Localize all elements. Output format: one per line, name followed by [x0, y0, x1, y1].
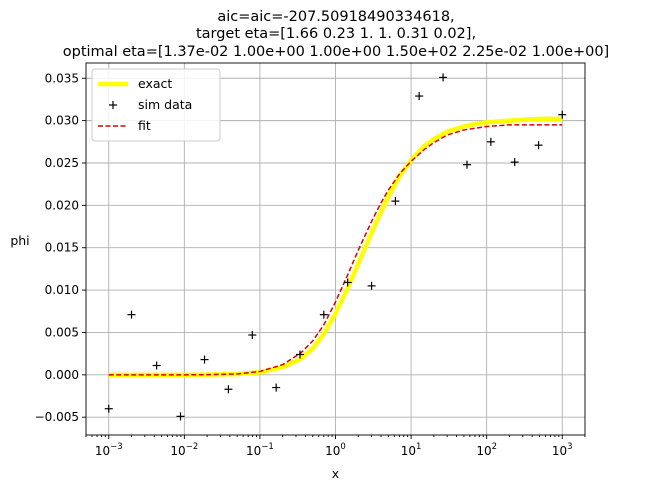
x-tick-label: 101 — [401, 442, 422, 458]
y-tick-label: −0.005 — [35, 410, 79, 424]
sim-data-point — [439, 73, 448, 82]
title-line-1: aic=aic=-207.50918490334618, — [217, 9, 454, 25]
sim-data-point — [415, 92, 424, 101]
sim-data-point — [224, 385, 233, 394]
sim-data-point — [486, 137, 495, 146]
title-line-3: optimal eta=[1.37e-02 1.00e+00 1.00e+00 … — [63, 44, 609, 60]
sim-data-point — [176, 412, 185, 421]
x-tick-label: 10−1 — [246, 442, 274, 458]
sim-data-point — [558, 110, 567, 119]
legend: exact sim data fit — [91, 68, 221, 142]
x-tick-label: 100 — [325, 442, 346, 458]
legend-sim-data-swatch — [109, 101, 117, 109]
sim-data-point — [462, 160, 471, 169]
sim-data-point — [200, 355, 209, 364]
sim-data-point — [272, 383, 281, 392]
x-tick-label: 103 — [552, 442, 573, 458]
sim-data-point — [343, 278, 352, 287]
sim-data-point — [295, 350, 304, 359]
sim-data-point — [127, 310, 136, 319]
y-tick-label: 0.020 — [45, 198, 79, 212]
x-tick-label: 10−3 — [95, 442, 123, 458]
sim-data-point — [534, 141, 543, 150]
grid-lines — [86, 63, 585, 435]
sim-data-point — [319, 310, 328, 319]
axis-ticks: 10−3 10−2 10−1 100 101 102 103 −0.005 0.000 0.005… — [35, 71, 586, 458]
sim-data-point — [391, 197, 400, 206]
title-line-2: target eta=[1.66 0.23 1. 1. 0.31 0.02], — [196, 26, 476, 42]
legend-fit-label: fit — [138, 118, 151, 133]
chart-title: aic=aic=-207.50918490334618, target eta=… — [63, 9, 609, 60]
y-tick-label: 0.000 — [45, 368, 79, 382]
y-tick-label: 0.030 — [45, 114, 79, 128]
y-axis-label: phi — [10, 233, 29, 248]
sim-data-point — [104, 404, 113, 413]
y-tick-label: 0.035 — [45, 71, 79, 85]
x-tick-label: 10−2 — [170, 442, 198, 458]
sim-data-point — [248, 331, 257, 340]
sim-data-point — [510, 158, 519, 167]
y-tick-label: 0.010 — [45, 283, 79, 297]
x-tick-label: 102 — [476, 442, 497, 458]
legend-sim-data-label: sim data — [138, 97, 192, 112]
y-tick-label: 0.005 — [45, 325, 79, 339]
y-tick-label: 0.015 — [45, 241, 79, 255]
y-tick-label: 0.025 — [45, 156, 79, 170]
x-axis-label: x — [332, 466, 339, 481]
series-exact-line — [108, 116, 563, 378]
legend-box — [91, 68, 221, 142]
plot-series — [104, 73, 567, 421]
sim-data-point — [152, 361, 161, 370]
sim-data-point — [367, 281, 376, 290]
legend-exact-label: exact — [138, 76, 172, 91]
series-fit-line — [108, 124, 563, 376]
